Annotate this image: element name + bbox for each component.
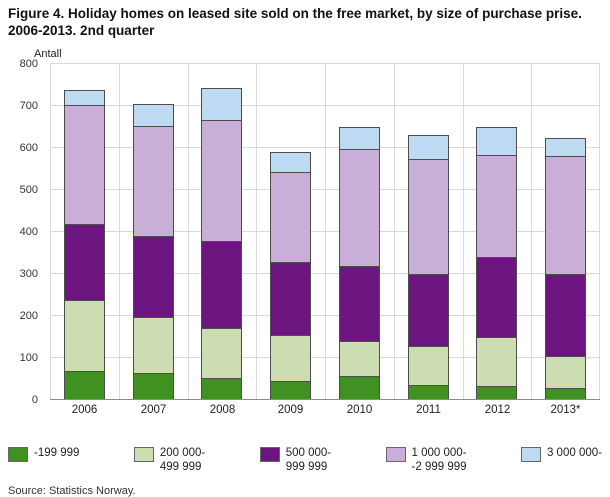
gridline-vertical bbox=[394, 63, 395, 400]
chart-area: 0 100 200 300 400 500 600 700 800 2006 2007 2008 20… bbox=[8, 58, 602, 436]
x-tick-label: 2013* bbox=[550, 403, 581, 416]
bar-segment-2007-series-3 bbox=[133, 125, 174, 237]
legend-swatch-3 bbox=[385, 446, 406, 462]
bar-segment-2013-series-4 bbox=[545, 137, 586, 157]
y-axis: 0 100 200 300 400 500 600 700 800 bbox=[8, 58, 44, 406]
bar-segment-2011-series-4 bbox=[408, 135, 449, 161]
bar-segment-2012-series-1 bbox=[476, 336, 517, 388]
legend-item-3: 1 000 000- -2 999 999 bbox=[385, 446, 467, 475]
legend-label-2: 500 000- 999 999 bbox=[285, 446, 332, 474]
gridline-vertical bbox=[325, 63, 326, 400]
x-tick-label: 2012 bbox=[484, 403, 511, 416]
y-tick-label: 100 bbox=[19, 351, 38, 364]
x-axis-line bbox=[50, 398, 600, 400]
gridline-vertical bbox=[531, 63, 532, 400]
x-tick-label: 2008 bbox=[209, 403, 236, 416]
legend-label-1: 200 000- 499 999 bbox=[159, 446, 206, 474]
bar-segment-2012-series-0 bbox=[476, 386, 517, 400]
x-tick-label: 2011 bbox=[416, 403, 441, 416]
y-tick-label: 600 bbox=[19, 141, 38, 154]
legend-swatch-1 bbox=[133, 446, 154, 462]
bar-segment-2007-series-2 bbox=[133, 235, 174, 318]
bar-segment-2007-series-0 bbox=[133, 372, 174, 400]
legend-item-4: 3 000 000- bbox=[520, 446, 602, 462]
bar-segment-2010-series-3 bbox=[339, 148, 380, 268]
y-tick-label: 400 bbox=[19, 225, 38, 238]
bar-segment-2009-series-1 bbox=[270, 334, 311, 383]
x-axis: 2006 2007 2008 2009 2010 2011 2012 2013* bbox=[50, 404, 600, 422]
y-tick-label: 800 bbox=[19, 57, 38, 70]
bar-segment-2006-series-3 bbox=[64, 104, 105, 226]
x-tick-label: 2007 bbox=[140, 403, 167, 416]
legend-item-2: 500 000- 999 999 bbox=[259, 446, 332, 475]
y-tick-label: 200 bbox=[19, 309, 38, 322]
gridline-vertical bbox=[188, 63, 189, 400]
bar-segment-2007-series-4 bbox=[133, 103, 174, 127]
legend-item-0: -199 999 bbox=[8, 446, 79, 462]
legend-label-4: 3 000 000- bbox=[546, 446, 602, 459]
chart-title: Figure 4. Holiday homes on leased site s… bbox=[8, 6, 582, 38]
gridline-vertical bbox=[50, 63, 51, 400]
legend-swatch-4 bbox=[520, 446, 541, 462]
bar-segment-2008-series-2 bbox=[201, 241, 242, 330]
bar-segment-2008-series-0 bbox=[201, 377, 242, 400]
legend-item-1: 200 000- 499 999 bbox=[133, 446, 206, 475]
bar-segment-2010-series-4 bbox=[339, 126, 380, 150]
bar-segment-2011-series-2 bbox=[408, 274, 449, 348]
y-axis-title: Antall bbox=[34, 47, 62, 60]
bar-segment-2008-series-1 bbox=[201, 328, 242, 379]
x-tick-label: 2010 bbox=[346, 403, 373, 416]
bar-segment-2013-series-3 bbox=[545, 156, 586, 275]
bar-segment-2009-series-4 bbox=[270, 151, 311, 173]
legend-swatch-2 bbox=[259, 446, 280, 462]
x-tick-label: 2006 bbox=[71, 403, 98, 416]
bar-segment-2009-series-0 bbox=[270, 381, 311, 400]
bar-segment-2006-series-2 bbox=[64, 224, 105, 302]
y-tick-label: 300 bbox=[19, 267, 38, 280]
bar-segment-2010-series-2 bbox=[339, 266, 380, 342]
bar-segment-2011-series-3 bbox=[408, 159, 449, 276]
bar-segment-2010-series-1 bbox=[339, 340, 380, 377]
source-note: Source: Statistics Norway. bbox=[8, 484, 136, 497]
legend: -199 999 200 000- 499 999 500 000- 999 999… bbox=[8, 446, 602, 475]
bar-segment-2006-series-0 bbox=[64, 371, 105, 400]
y-tick-label: 700 bbox=[19, 99, 38, 112]
y-tick-label: 0 bbox=[31, 393, 38, 406]
gridline-vertical bbox=[256, 63, 257, 400]
gridline-vertical bbox=[463, 63, 464, 400]
bar-segment-2008-series-3 bbox=[201, 120, 242, 243]
bar-segment-2013-series-1 bbox=[545, 355, 586, 390]
x-tick-label: 2009 bbox=[277, 403, 304, 416]
gridline-horizontal bbox=[50, 62, 600, 64]
bar-segment-2006-series-1 bbox=[64, 300, 105, 373]
bar-segment-2011-series-0 bbox=[408, 384, 449, 400]
bar-segment-2010-series-0 bbox=[339, 375, 380, 400]
bar-segment-2009-series-2 bbox=[270, 262, 311, 336]
bar-segment-2012-series-4 bbox=[476, 126, 517, 157]
gridline-vertical bbox=[119, 63, 120, 400]
bar-segment-2009-series-3 bbox=[270, 171, 311, 264]
bar-segment-2013-series-2 bbox=[545, 273, 586, 357]
gridline-vertical bbox=[599, 63, 600, 400]
plot-area bbox=[50, 62, 600, 400]
bar-segment-2011-series-1 bbox=[408, 346, 449, 386]
bar-segment-2006-series-4 bbox=[64, 90, 105, 106]
bar-segment-2008-series-4 bbox=[201, 87, 242, 122]
bar-segment-2012-series-3 bbox=[476, 155, 517, 258]
legend-label-3: 1 000 000- -2 999 999 bbox=[411, 446, 467, 474]
bar-segment-2007-series-1 bbox=[133, 316, 174, 374]
legend-swatch-0 bbox=[8, 446, 28, 462]
bar-segment-2012-series-2 bbox=[476, 256, 517, 338]
legend-label-0: -199 999 bbox=[34, 446, 80, 459]
y-tick-label: 500 bbox=[19, 183, 38, 196]
